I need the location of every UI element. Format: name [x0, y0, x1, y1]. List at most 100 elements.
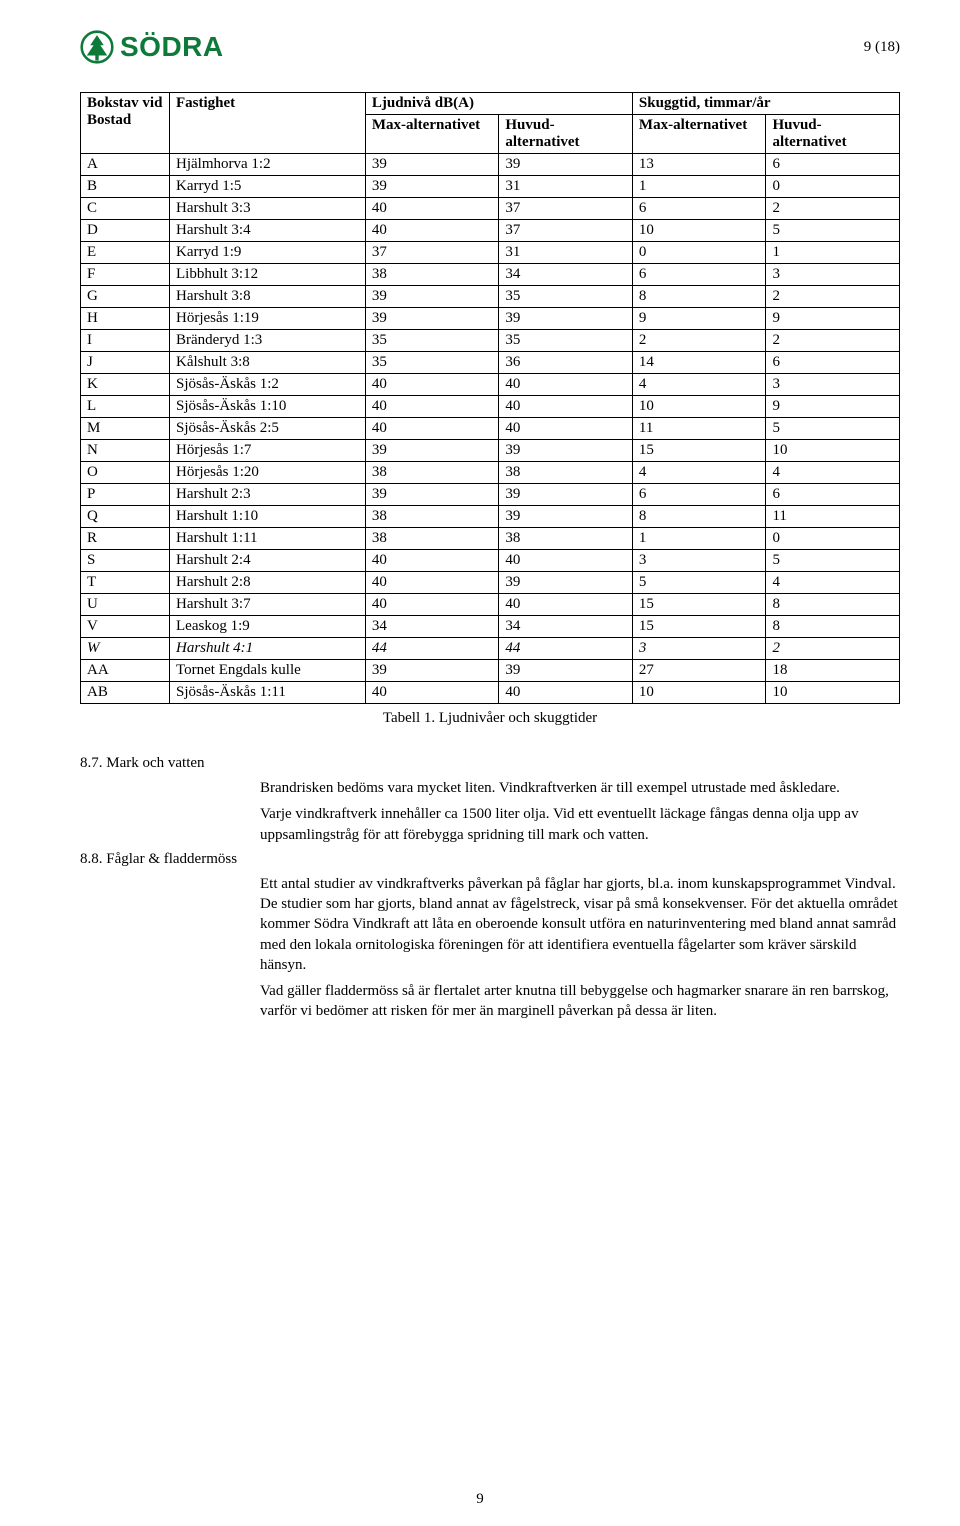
cell-value: 40 — [365, 594, 499, 616]
table-row: FLibbhult 3:12383463 — [81, 264, 900, 286]
cell-value: 11 — [632, 418, 766, 440]
cell-fastighet: Sjösås-Äskås 1:11 — [170, 682, 366, 704]
cell-value: 4 — [766, 462, 900, 484]
cell-value: 10 — [632, 220, 766, 242]
table-row: LSjösås-Äskås 1:104040109 — [81, 396, 900, 418]
cell-value: 39 — [499, 440, 633, 462]
cell-value: 40 — [365, 418, 499, 440]
cell-value: 15 — [632, 616, 766, 638]
cell-value: 0 — [632, 242, 766, 264]
table-caption: Tabell 1. Ljudnivåer och skuggtider — [80, 710, 900, 727]
cell-letter: P — [81, 484, 170, 506]
cell-value: 39 — [499, 154, 633, 176]
cell-value: 38 — [499, 528, 633, 550]
table-row: KSjösås-Äskås 1:2404043 — [81, 374, 900, 396]
cell-fastighet: Karryd 1:9 — [170, 242, 366, 264]
cell-value: 10 — [766, 440, 900, 462]
cell-value: 44 — [365, 638, 499, 660]
cell-value: 14 — [632, 352, 766, 374]
cell-value: 8 — [766, 594, 900, 616]
cell-value: 6 — [632, 264, 766, 286]
cell-fastighet: Harshult 2:4 — [170, 550, 366, 572]
cell-letter: H — [81, 308, 170, 330]
cell-value: 40 — [365, 396, 499, 418]
cell-value: 34 — [499, 264, 633, 286]
logo: SÖDRA — [80, 30, 224, 64]
cell-fastighet: Harshult 4:1 — [170, 638, 366, 660]
cell-value: 4 — [766, 572, 900, 594]
cell-value: 1 — [632, 176, 766, 198]
cell-value: 31 — [499, 242, 633, 264]
cell-value: 37 — [365, 242, 499, 264]
cell-value: 6 — [766, 484, 900, 506]
cell-value: 38 — [499, 462, 633, 484]
cell-fastighet: Harshult 3:3 — [170, 198, 366, 220]
table-row: NHörjesås 1:739391510 — [81, 440, 900, 462]
cell-value: 13 — [632, 154, 766, 176]
cell-value: 3 — [766, 374, 900, 396]
table-head: Bokstav vid Bostad Fastighet Ljudnivå dB… — [81, 93, 900, 154]
cell-value: 1 — [632, 528, 766, 550]
cell-value: 9 — [632, 308, 766, 330]
table-row: PHarshult 2:3393966 — [81, 484, 900, 506]
cell-value: 8 — [632, 506, 766, 528]
cell-value: 0 — [766, 528, 900, 550]
cell-value: 2 — [766, 638, 900, 660]
th-bokstav: Bokstav vid Bostad — [81, 93, 170, 154]
cell-letter: AA — [81, 660, 170, 682]
cell-value: 5 — [766, 550, 900, 572]
cell-value: 35 — [365, 352, 499, 374]
section-88-p1: Ett antal studier av vindkraftverks påve… — [260, 874, 900, 975]
cell-fastighet: Sjösås-Äskås 1:10 — [170, 396, 366, 418]
cell-letter: M — [81, 418, 170, 440]
cell-fastighet: Hjälmhorva 1:2 — [170, 154, 366, 176]
table-row: ABSjösås-Äskås 1:1140401010 — [81, 682, 900, 704]
cell-letter: Q — [81, 506, 170, 528]
cell-value: 18 — [766, 660, 900, 682]
section-88-p2: Vad gäller fladdermöss så är flertalet a… — [260, 981, 900, 1022]
cell-value: 40 — [365, 550, 499, 572]
cell-value: 37 — [499, 220, 633, 242]
cell-letter: E — [81, 242, 170, 264]
cell-fastighet: Harshult 2:3 — [170, 484, 366, 506]
cell-value: 10 — [632, 396, 766, 418]
cell-letter: A — [81, 154, 170, 176]
cell-value: 40 — [365, 198, 499, 220]
cell-fastighet: Harshult 3:4 — [170, 220, 366, 242]
cell-value: 8 — [632, 286, 766, 308]
logo-tree-icon — [80, 30, 114, 64]
th-huvud2: Huvud-alternativet — [766, 115, 900, 154]
cell-value: 5 — [632, 572, 766, 594]
cell-fastighet: Karryd 1:5 — [170, 176, 366, 198]
cell-value: 38 — [365, 528, 499, 550]
cell-value: 40 — [499, 550, 633, 572]
table-row: VLeaskog 1:93434158 — [81, 616, 900, 638]
header: SÖDRA 9 (18) — [80, 30, 900, 64]
cell-value: 40 — [365, 572, 499, 594]
table-row: QHarshult 1:103839811 — [81, 506, 900, 528]
cell-value: 39 — [365, 176, 499, 198]
table-row: SHarshult 2:4404035 — [81, 550, 900, 572]
table-row: IBränderyd 1:3353522 — [81, 330, 900, 352]
cell-value: 38 — [365, 264, 499, 286]
cell-letter: O — [81, 462, 170, 484]
table-row: MSjösås-Äskås 2:54040115 — [81, 418, 900, 440]
cell-value: 40 — [499, 396, 633, 418]
cell-fastighet: Harshult 3:7 — [170, 594, 366, 616]
cell-value: 39 — [365, 308, 499, 330]
cell-value: 11 — [766, 506, 900, 528]
cell-letter: U — [81, 594, 170, 616]
table-row: BKarryd 1:5393110 — [81, 176, 900, 198]
cell-value: 6 — [632, 198, 766, 220]
cell-value: 34 — [499, 616, 633, 638]
cell-value: 35 — [365, 330, 499, 352]
page-indicator: 9 (18) — [864, 39, 900, 56]
cell-fastighet: Harshult 2:8 — [170, 572, 366, 594]
cell-value: 34 — [365, 616, 499, 638]
cell-letter: V — [81, 616, 170, 638]
table-row: AATornet Engdals kulle39392718 — [81, 660, 900, 682]
cell-value: 40 — [499, 418, 633, 440]
th-ljudniva: Ljudnivå dB(A) — [365, 93, 632, 115]
cell-value: 1 — [766, 242, 900, 264]
cell-fastighet: Sjösås-Äskås 1:2 — [170, 374, 366, 396]
